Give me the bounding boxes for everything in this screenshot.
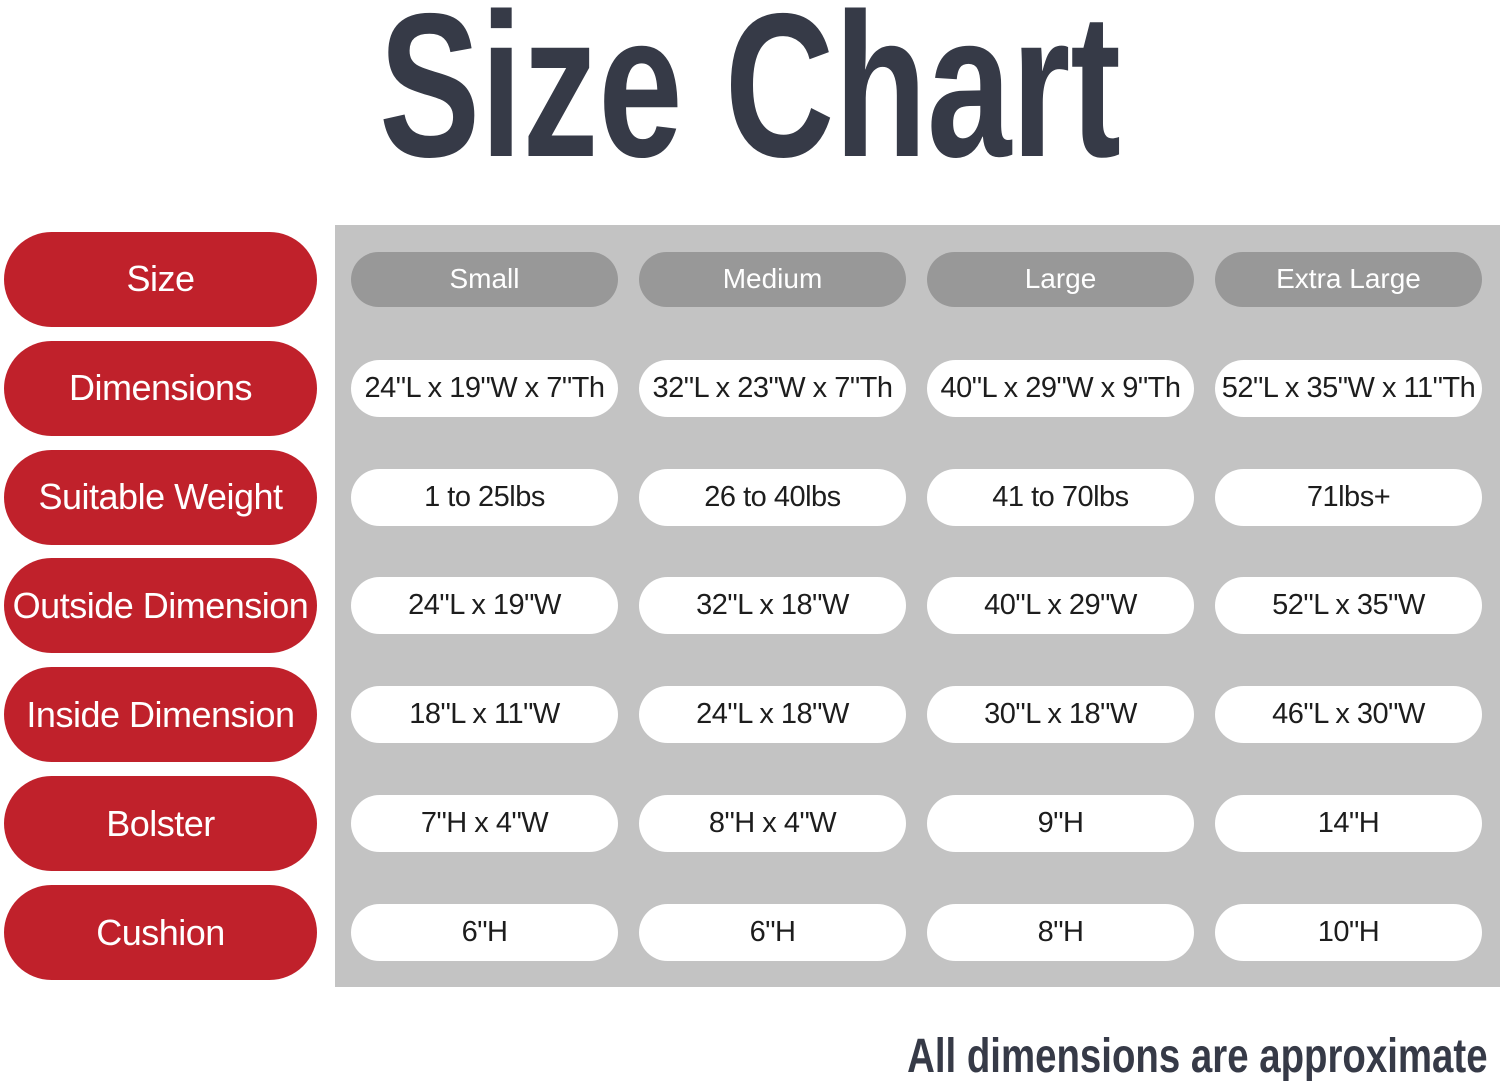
row-label-dimensions: Dimensions <box>4 340 317 436</box>
row-labels-column: Size Dimensions Suitable Weight Outside … <box>4 225 317 987</box>
column-header-small: Small <box>351 251 618 307</box>
cell-inside-dimension-small: 18"L x 11"W <box>351 686 618 744</box>
cell-cushion-large: 8"H <box>927 904 1194 962</box>
cell-bolster-extra-large: 14"H <box>1215 795 1482 853</box>
row-label-cushion: Cushion <box>4 885 317 981</box>
cell-suitable-weight-small: 1 to 25lbs <box>351 468 618 526</box>
row-label-bolster: Bolster <box>4 776 317 872</box>
cell-outside-dimension-small: 24"L x 19"W <box>351 577 618 635</box>
table-row-inside-dimension: 18"L x 11"W 24"L x 18"W 30"L x 18"W 46"L… <box>351 686 1482 744</box>
column-header-extra-large: Extra Large <box>1215 251 1482 307</box>
table-row-bolster: 7"H x 4"W 8"H x 4"W 9"H 14"H <box>351 795 1482 853</box>
cell-suitable-weight-large: 41 to 70lbs <box>927 468 1194 526</box>
table-row-dimensions: 24"L x 19"W x 7"Th 32"L x 23"W x 7"Th 40… <box>351 359 1482 417</box>
cell-dimensions-large: 40"L x 29"W x 9"Th <box>927 359 1194 417</box>
row-label-suitable-weight: Suitable Weight <box>4 449 317 545</box>
cell-bolster-medium: 8"H x 4"W <box>639 795 906 853</box>
cell-bolster-large: 9"H <box>927 795 1194 853</box>
page-title: Size Chart <box>379 0 1121 200</box>
row-label-inside-dimension: Inside Dimension <box>4 667 317 763</box>
table-header-row: Small Medium Large Extra Large <box>351 251 1482 307</box>
cell-inside-dimension-extra-large: 46"L x 30"W <box>1215 686 1482 744</box>
cell-dimensions-extra-large: 52"L x 35"W x 11"Th <box>1215 359 1482 417</box>
table-row-outside-dimension: 24"L x 19"W 32"L x 18"W 40"L x 29"W 52"L… <box>351 577 1482 635</box>
size-table-panel: Small Medium Large Extra Large 24"L x 19… <box>335 225 1500 987</box>
table-row-cushion: 6"H 6"H 8"H 10"H <box>351 904 1482 962</box>
cell-dimensions-medium: 32"L x 23"W x 7"Th <box>639 359 906 417</box>
cell-outside-dimension-extra-large: 52"L x 35"W <box>1215 577 1482 635</box>
column-header-large: Large <box>927 251 1194 307</box>
row-label-outside-dimension: Outside Dimension <box>4 558 317 654</box>
cell-outside-dimension-medium: 32"L x 18"W <box>639 577 906 635</box>
table-row-suitable-weight: 1 to 25lbs 26 to 40lbs 41 to 70lbs 71lbs… <box>351 468 1482 526</box>
cell-cushion-medium: 6"H <box>639 904 906 962</box>
cell-cushion-extra-large: 10"H <box>1215 904 1482 962</box>
cell-inside-dimension-medium: 24"L x 18"W <box>639 686 906 744</box>
cell-suitable-weight-medium: 26 to 40lbs <box>639 468 906 526</box>
cell-bolster-small: 7"H x 4"W <box>351 795 618 853</box>
row-label-size: Size <box>4 231 317 327</box>
cell-inside-dimension-large: 30"L x 18"W <box>927 686 1194 744</box>
cell-outside-dimension-large: 40"L x 29"W <box>927 577 1194 635</box>
cell-suitable-weight-extra-large: 71lbs+ <box>1215 468 1482 526</box>
footnote-text: All dimensions are approximate <box>907 1030 1488 1081</box>
cell-dimensions-small: 24"L x 19"W x 7"Th <box>351 359 618 417</box>
cell-cushion-small: 6"H <box>351 904 618 962</box>
column-header-medium: Medium <box>639 251 906 307</box>
